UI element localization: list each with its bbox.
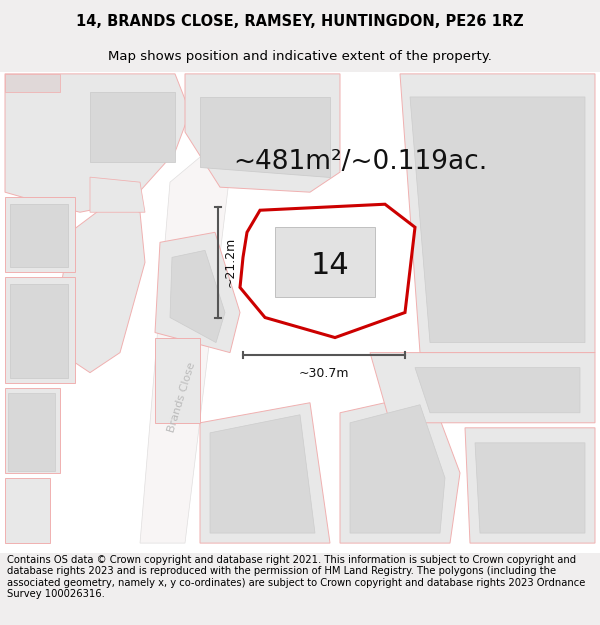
Polygon shape (415, 368, 580, 413)
Text: ~481m²/~0.119ac.: ~481m²/~0.119ac. (233, 149, 487, 175)
Polygon shape (410, 97, 585, 342)
Text: 14, BRANDS CLOSE, RAMSEY, HUNTINGDON, PE26 1RZ: 14, BRANDS CLOSE, RAMSEY, HUNTINGDON, PE… (76, 14, 524, 29)
Text: 14: 14 (311, 251, 349, 280)
Polygon shape (240, 204, 415, 338)
Polygon shape (8, 392, 55, 471)
Polygon shape (200, 97, 330, 177)
Polygon shape (350, 405, 445, 533)
Text: Brands Close: Brands Close (167, 361, 197, 434)
Polygon shape (155, 232, 240, 352)
Polygon shape (10, 284, 68, 378)
Polygon shape (340, 392, 460, 543)
Polygon shape (170, 251, 225, 343)
Polygon shape (10, 204, 68, 268)
Polygon shape (275, 228, 375, 298)
Polygon shape (5, 278, 75, 382)
Polygon shape (5, 478, 50, 543)
Polygon shape (90, 92, 175, 162)
Polygon shape (465, 428, 595, 543)
Polygon shape (210, 415, 315, 533)
Polygon shape (475, 443, 585, 533)
Polygon shape (140, 157, 230, 543)
Polygon shape (5, 388, 60, 473)
Polygon shape (5, 74, 190, 213)
Polygon shape (5, 198, 75, 272)
Polygon shape (370, 352, 595, 422)
Text: ~21.2m: ~21.2m (224, 238, 237, 288)
Text: ~30.7m: ~30.7m (299, 367, 349, 379)
Polygon shape (185, 74, 340, 192)
Polygon shape (400, 74, 595, 352)
Polygon shape (200, 402, 330, 543)
Polygon shape (90, 177, 145, 212)
Polygon shape (155, 338, 200, 422)
Polygon shape (60, 202, 145, 372)
Text: Map shows position and indicative extent of the property.: Map shows position and indicative extent… (108, 49, 492, 62)
Text: Contains OS data © Crown copyright and database right 2021. This information is : Contains OS data © Crown copyright and d… (7, 554, 586, 599)
Polygon shape (5, 74, 60, 92)
